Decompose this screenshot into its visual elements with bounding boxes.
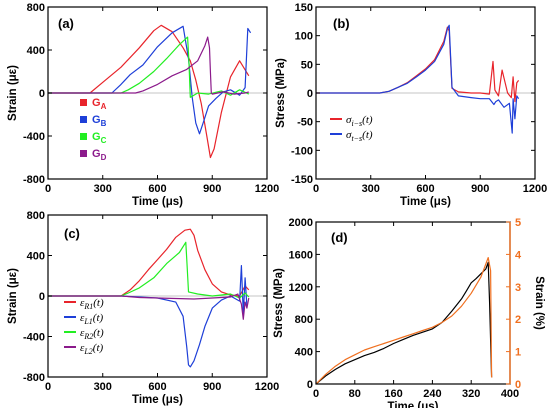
- x-tick-label: 300: [362, 183, 380, 195]
- legend-entry: GD: [92, 148, 107, 162]
- x-tick-label: 80: [349, 388, 361, 400]
- panel-b: 0 300 600 900 1200 Time (μs) 150 100 50 0 -50 -100 -…: [275, 2, 547, 208]
- x-tick-label: 400: [501, 388, 519, 400]
- legend-entry: εL1(t): [80, 312, 104, 326]
- series-line-A: [48, 24, 250, 159]
- x-tick-label: 900: [471, 183, 489, 195]
- x-tick-label: 300: [94, 381, 112, 393]
- x-tick-label: 0: [313, 388, 319, 400]
- panel-label: (c): [64, 226, 80, 241]
- y2-tick-label: 0: [515, 379, 521, 391]
- legend: σi−s(t)σt−s(t): [330, 114, 373, 143]
- y-tick-label: -50: [297, 117, 313, 129]
- panel-c: 0 300 600 900 1200 Time (μs) 800 400 0 -400 -800 St…: [7, 210, 279, 406]
- x-tick-label: 0: [313, 183, 319, 195]
- legend-swatch: [80, 150, 87, 157]
- y-axis-label: Stress (MPa): [273, 268, 285, 338]
- y2-tick-label: 3: [515, 282, 521, 294]
- legend-entry: GB: [92, 114, 107, 128]
- series-line-t−s: [316, 24, 520, 134]
- y-axis-label: Stress (MPa): [275, 58, 287, 128]
- x-axis-label: Time (μs): [400, 196, 451, 208]
- series-line-L1: [48, 265, 248, 368]
- y2-axis-label: Strain (%): [533, 276, 545, 330]
- y-tick-label: 400: [295, 347, 313, 359]
- series-line-D: [48, 36, 249, 95]
- legend-entry: σt−s(t): [346, 129, 373, 143]
- y-tick-label: -400: [23, 332, 45, 344]
- x-tick-label: 240: [423, 388, 441, 400]
- y-tick-label: 2000: [289, 217, 313, 229]
- x-axis-label: Time (μs): [132, 196, 183, 208]
- series-line-strain: [315, 257, 493, 385]
- panel-label: (a): [58, 16, 74, 31]
- x-tick-label: 600: [148, 381, 166, 393]
- y-tick-label: 800: [27, 2, 45, 14]
- x-tick-label: 160: [384, 388, 402, 400]
- panel-label: (b): [333, 16, 350, 31]
- series-line-R1: [48, 228, 250, 297]
- y2-tick-label: 5: [515, 217, 521, 229]
- y2-tick-label: 2: [515, 314, 521, 326]
- y-tick-label: 0: [39, 291, 45, 303]
- x-tick-label: 600: [148, 183, 166, 195]
- x-tick-label: 1200: [255, 381, 279, 393]
- y-tick-label: 100: [295, 31, 313, 43]
- y-tick-label: 400: [27, 45, 45, 57]
- legend: εR1(t)εL1(t)εR2(t)εL2(t): [64, 297, 104, 356]
- y-tick-label: 400: [27, 251, 45, 263]
- x-axis-label: Time (μs): [132, 394, 183, 406]
- legend-swatch: [80, 133, 87, 140]
- legend-entry: εR2(t): [80, 327, 104, 341]
- y-tick-label: 0: [307, 88, 313, 100]
- y-tick-label: 1600: [289, 249, 313, 261]
- panel-a: 0 300 600 900 1200 Time (μs) 800 400 0 -400 -800 St…: [7, 2, 279, 208]
- legend-entry: GC: [92, 131, 107, 145]
- x-tick-label: 320: [462, 388, 480, 400]
- x-tick-label: 0: [45, 183, 51, 195]
- panel-label: (d): [331, 230, 348, 245]
- y-axis-label: Strain (με): [7, 65, 19, 121]
- legend-swatch: [80, 116, 87, 123]
- series-line-i−s: [316, 26, 520, 103]
- x-axis-label: Time (μs): [388, 401, 439, 408]
- x-tick-label: 1200: [255, 183, 279, 195]
- series-line-L2: [48, 293, 250, 320]
- series-line-stress: [315, 261, 493, 385]
- series-line-R2: [48, 241, 250, 299]
- x-tick-label: 0: [45, 381, 51, 393]
- y-tick-label: -400: [23, 131, 45, 143]
- x-tick-label: 600: [416, 183, 434, 195]
- y-tick-label: 800: [295, 314, 313, 326]
- legend-swatch: [80, 99, 87, 106]
- legend-entry: εL2(t): [80, 342, 104, 356]
- x-tick-label: 300: [94, 183, 112, 195]
- y2-tick-label: 1: [515, 347, 521, 359]
- y-tick-label: 50: [301, 59, 313, 71]
- y-tick-label: 0: [39, 88, 45, 100]
- y-tick-label: -150: [291, 174, 313, 186]
- legend-entry: GA: [92, 97, 107, 111]
- y-tick-label: 800: [27, 210, 45, 222]
- y2-tick-label: 4: [515, 249, 522, 261]
- x-tick-label: 900: [203, 183, 221, 195]
- y-tick-label: 0: [307, 379, 313, 391]
- x-tick-label: 900: [203, 381, 221, 393]
- y-tick-label: -800: [23, 174, 45, 186]
- legend-entry: σi−s(t): [346, 114, 373, 128]
- x-tick-label: 1200: [523, 183, 547, 195]
- legend: GA GB GC GD: [80, 97, 107, 162]
- y-axis-label: Strain (με): [7, 268, 19, 324]
- y-tick-label: -800: [23, 372, 45, 384]
- legend-entry: εR1(t): [80, 297, 104, 311]
- y-tick-label: 150: [295, 2, 313, 14]
- y-tick-label: 1200: [289, 282, 313, 294]
- y-tick-label: -100: [291, 145, 313, 157]
